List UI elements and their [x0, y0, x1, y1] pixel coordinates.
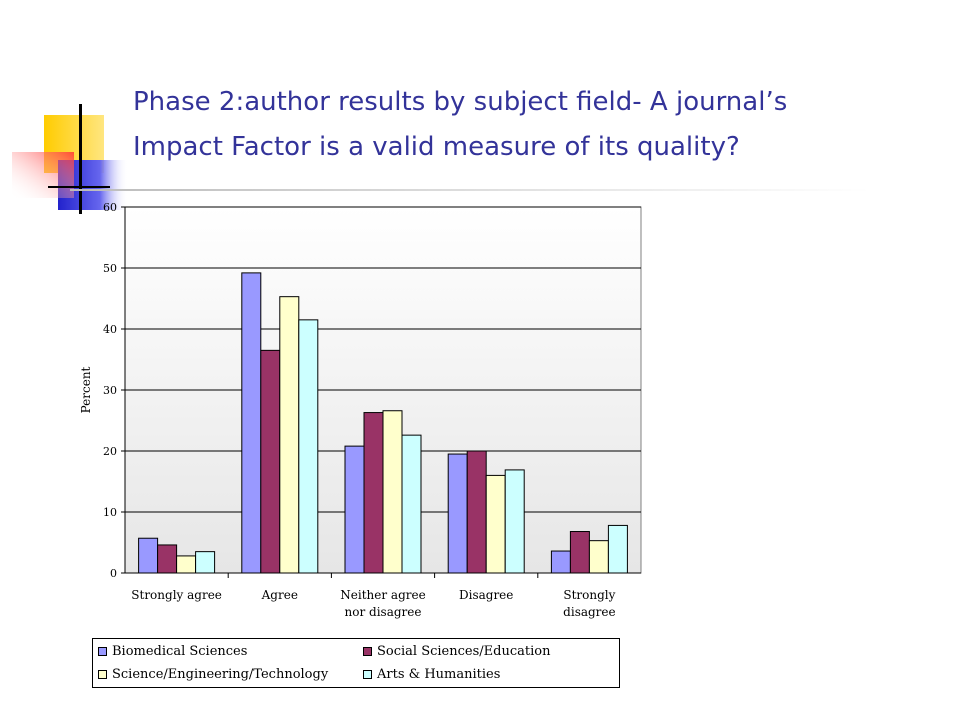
title-divider — [70, 189, 870, 191]
bar — [363, 412, 384, 574]
y-tick-label: 20 — [103, 445, 117, 458]
legend-label: Science/Engineering/Technology — [112, 667, 329, 682]
legend-item: Arts & Humanities — [363, 667, 500, 682]
bar — [382, 410, 403, 574]
bar — [260, 349, 281, 574]
x-tick-label: disagree — [563, 605, 615, 619]
legend-swatch — [363, 647, 372, 656]
bar — [344, 445, 365, 574]
legend-swatch — [363, 670, 372, 679]
legend-label: Social Sciences/Education — [377, 644, 551, 659]
bar — [607, 524, 628, 574]
legend-label: Biomedical Sciences — [112, 644, 248, 659]
legend-item: Social Sciences/Education — [363, 644, 550, 659]
y-tick-label: 60 — [103, 201, 117, 214]
x-tick-label: Strongly agree — [131, 588, 222, 602]
bar — [298, 319, 319, 574]
bar — [569, 531, 590, 574]
y-tick-label: 30 — [103, 384, 117, 397]
slide-title: Phase 2:author results by subject field-… — [133, 80, 933, 170]
legend-label: Arts & Humanities — [377, 667, 501, 682]
bar — [195, 551, 216, 574]
y-axis-label: Percent — [79, 366, 93, 413]
bar — [466, 450, 487, 574]
chart-legend: Biomedical Sciences Social Sciences/Educa… — [92, 638, 620, 688]
x-tick-label: Strongly — [563, 588, 615, 602]
x-tick-label: Disagree — [459, 588, 513, 602]
x-tick-label: nor disagree — [345, 605, 422, 619]
legend-item: Biomedical Sciences — [98, 644, 247, 659]
bar — [138, 537, 159, 574]
y-tick-label: 40 — [103, 323, 117, 336]
bar — [504, 469, 525, 574]
legend-swatch — [98, 647, 107, 656]
legend-swatch — [98, 670, 107, 679]
bar — [485, 474, 506, 574]
bar — [550, 550, 571, 574]
y-tick-label: 50 — [103, 262, 117, 275]
bar — [401, 434, 422, 574]
bar — [176, 555, 197, 574]
bar — [447, 453, 468, 574]
y-tick-label: 10 — [103, 506, 117, 519]
slide-title-line1: Phase 2:author results by subject field-… — [133, 87, 788, 117]
y-tick-label: 0 — [110, 567, 117, 580]
bar — [241, 272, 262, 574]
bar — [279, 296, 300, 574]
legend-item: Science/Engineering/Technology — [98, 667, 328, 682]
vertical-line — [79, 104, 82, 214]
horizontal-line — [48, 186, 110, 188]
red-square — [12, 152, 74, 198]
bar — [588, 540, 609, 574]
bar — [157, 544, 178, 574]
x-tick-label: Agree — [261, 588, 298, 602]
x-tick-label: Neither agree — [340, 588, 425, 602]
slide-decoration — [12, 104, 128, 214]
slide-title-line2: Impact Factor is a valid measure of its … — [133, 132, 740, 162]
